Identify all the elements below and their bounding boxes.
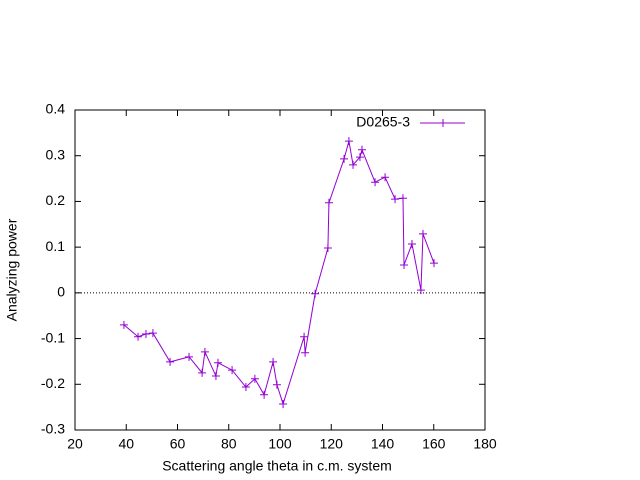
- point: [418, 229, 427, 238]
- y-tick-label: 0.1: [46, 238, 66, 254]
- point: [399, 194, 407, 203]
- point: [301, 348, 310, 357]
- x-tick-label: 120: [320, 436, 344, 452]
- point: [323, 244, 332, 253]
- point: [250, 374, 259, 383]
- point: [407, 239, 416, 248]
- point: [141, 330, 150, 338]
- point: [311, 289, 320, 298]
- point: [213, 358, 222, 367]
- point: [358, 145, 366, 154]
- point: [349, 160, 358, 169]
- point: [228, 366, 237, 375]
- point: [416, 286, 425, 295]
- point: [400, 260, 409, 269]
- point: [241, 383, 250, 392]
- point: [381, 173, 390, 182]
- point: [340, 154, 349, 163]
- y-axis-label: Analyzing power: [4, 218, 20, 321]
- point: [300, 332, 309, 341]
- point: [391, 195, 400, 204]
- point: [200, 347, 209, 356]
- point: [211, 372, 220, 381]
- y-tick-label: 0.3: [46, 146, 66, 162]
- y-tick-label: 0: [57, 284, 65, 300]
- point: [198, 368, 207, 377]
- y-tick-label: -0.1: [41, 329, 65, 345]
- y-tick-label: 0.4: [46, 101, 66, 117]
- point: [344, 137, 353, 146]
- point: [166, 357, 175, 366]
- x-tick-label: 100: [268, 436, 292, 452]
- x-axis-label: Scattering angle theta in c.m. system: [162, 458, 392, 474]
- x-tick-label: 160: [422, 436, 446, 452]
- point: [148, 329, 157, 338]
- legend-point: [439, 119, 447, 127]
- point: [279, 399, 288, 408]
- point: [272, 380, 281, 389]
- x-tick-label: 140: [371, 436, 395, 452]
- point: [371, 178, 380, 187]
- y-tick-label: -0.2: [41, 375, 65, 391]
- y-tick-label: -0.3: [41, 421, 65, 437]
- x-tick-label: 180: [473, 436, 497, 452]
- point: [260, 390, 269, 399]
- x-tick-label: 20: [67, 436, 83, 452]
- legend-label: D0265-3: [356, 114, 410, 130]
- point: [119, 320, 128, 329]
- point: [430, 259, 439, 268]
- point: [134, 332, 143, 341]
- point: [355, 153, 364, 162]
- x-tick-label: 80: [221, 436, 237, 452]
- x-tick-label: 40: [118, 436, 134, 452]
- point: [269, 357, 278, 366]
- point: [324, 198, 333, 207]
- y-tick-label: 0.2: [46, 192, 66, 208]
- point: [185, 352, 194, 361]
- plot-frame: [74, 109, 486, 431]
- x-tick-label: 60: [170, 436, 186, 452]
